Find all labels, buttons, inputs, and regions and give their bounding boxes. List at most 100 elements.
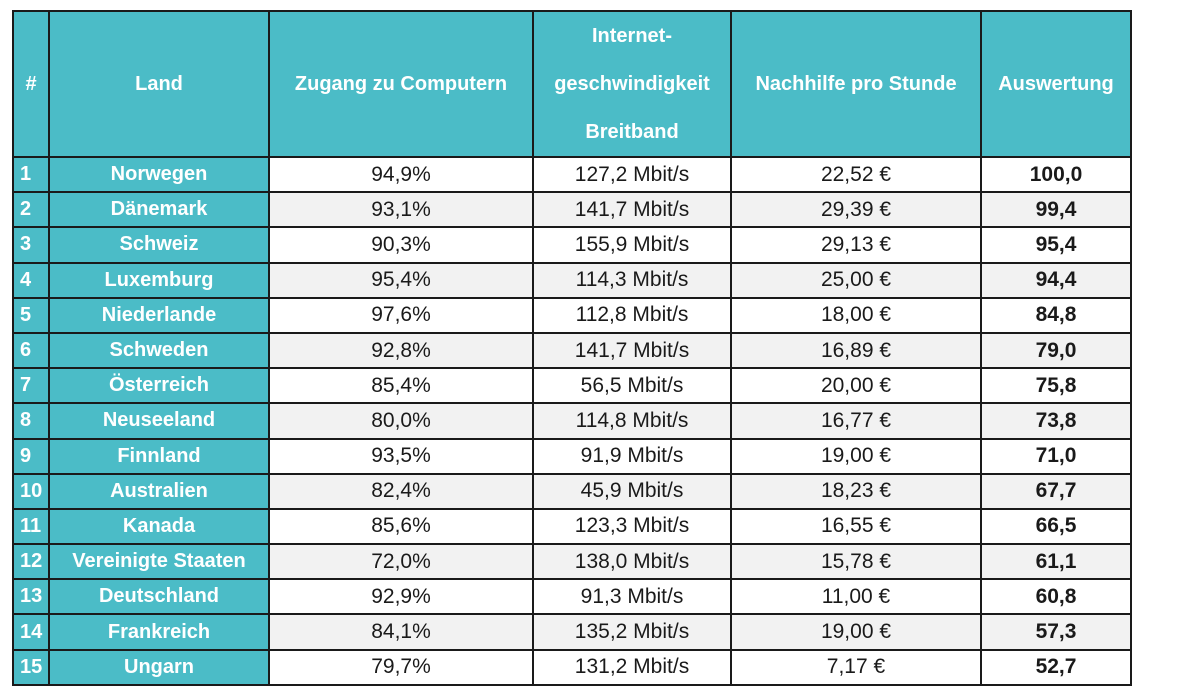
country-cell: Australien [48,472,270,510]
computer-access-cell: 93,1% [268,191,534,229]
rank-cell: 6 [12,331,50,370]
table-row: 13 Deutschland 92,9% 91,3 Mbit/s 11,00 €60,8 [12,578,1132,616]
ranking-table-container: # Land Zugang zu Computern Internet- ges… [12,10,1132,686]
country-cell: Österreich [48,367,270,405]
table-row: 6 Schweden 92,8% 141,7 Mbit/s 16,89 €79,0 [12,331,1132,370]
computer-access-cell: 85,4% [268,367,534,405]
rank-cell: 12 [12,543,50,581]
table-row: 7 Österreich 85,4% 56,5 Mbit/s 20,00 €75,8 [12,367,1132,405]
score-cell: 95,4 [980,226,1132,264]
tutoring-cost-cell: 25,00 € [730,261,982,299]
score-cell: 84,8 [980,296,1132,334]
tutoring-cost-cell: 29,39 € [730,191,982,229]
tutoring-cost-cell: 16,89 € [730,331,982,370]
score-cell: 75,8 [980,367,1132,405]
table-row: 5 Niederlande 97,6% 112,8 Mbit/s 18,00 €84,8 [12,296,1132,334]
internet-speed-cell: 141,7 Mbit/s [532,191,732,229]
computer-access-cell: 97,6% [268,296,534,334]
internet-speed-cell: 91,9 Mbit/s [532,437,732,475]
table-row: 15 Ungarn 79,7% 131,2 Mbit/s 7,17 €52,7 [12,648,1132,686]
rank-cell: 2 [12,191,50,229]
table-row: 1 Norwegen 94,9% 127,2 Mbit/s 22,52 €100,0 [12,155,1132,194]
internet-speed-cell: 91,3 Mbit/s [532,578,732,616]
internet-speed-cell: 155,9 Mbit/s [532,226,732,264]
table-row: 3 Schweiz 90,3% 155,9 Mbit/s 29,13 €95,4 [12,226,1132,264]
rank-cell: 1 [12,155,50,194]
score-cell: 60,8 [980,578,1132,616]
country-cell: Deutschland [48,578,270,616]
country-cell: Kanada [48,507,270,546]
country-cell: Schweiz [48,226,270,264]
header-internet-line2: geschwindigkeit [554,73,710,95]
tutoring-cost-cell: 11,00 € [730,578,982,616]
tutoring-cost-cell: 22,52 € [730,155,982,194]
country-cell: Schweden [48,331,270,370]
internet-speed-cell: 135,2 Mbit/s [532,613,732,651]
tutoring-cost-cell: 16,77 € [730,402,982,440]
country-cell: Niederlande [48,296,270,334]
computer-access-cell: 95,4% [268,261,534,299]
header-internet-line1: Internet- [592,25,672,47]
score-cell: 100,0 [980,155,1132,194]
tutoring-cost-cell: 29,13 € [730,226,982,264]
tutoring-cost-cell: 7,17 € [730,648,982,686]
rank-cell: 5 [12,296,50,334]
header-internet-speed: Internet- geschwindigkeit Breitband [532,10,732,158]
internet-speed-cell: 114,3 Mbit/s [532,261,732,299]
tutoring-cost-cell: 19,00 € [730,613,982,651]
internet-speed-cell: 127,2 Mbit/s [532,155,732,194]
rank-cell: 10 [12,472,50,510]
score-cell: 52,7 [980,648,1132,686]
computer-access-cell: 72,0% [268,543,534,581]
country-cell: Norwegen [48,155,270,194]
computer-access-cell: 84,1% [268,613,534,651]
internet-speed-cell: 123,3 Mbit/s [532,507,732,546]
table-row: 10 Australien 82,4% 45,9 Mbit/s 18,23 €67,7 [12,472,1132,510]
internet-speed-cell: 45,9 Mbit/s [532,472,732,510]
computer-access-cell: 92,9% [268,578,534,616]
tutoring-cost-cell: 18,23 € [730,472,982,510]
score-cell: 61,1 [980,543,1132,581]
country-cell: Neuseeland [48,402,270,440]
internet-speed-cell: 131,2 Mbit/s [532,648,732,686]
country-cell: Ungarn [48,648,270,686]
rank-cell: 11 [12,507,50,546]
computer-access-cell: 85,6% [268,507,534,546]
score-cell: 66,5 [980,507,1132,546]
header-country: Land [48,10,270,158]
tutoring-cost-cell: 19,00 € [730,437,982,475]
header-rank: # [12,10,50,158]
computer-access-cell: 79,7% [268,648,534,686]
rank-cell: 14 [12,613,50,651]
header-internet-line3: Breitband [585,121,679,143]
score-cell: 94,4 [980,261,1132,299]
tutoring-cost-cell: 18,00 € [730,296,982,334]
computer-access-cell: 90,3% [268,226,534,264]
header-computer-access: Zugang zu Computern [268,10,534,158]
score-cell: 57,3 [980,613,1132,651]
rank-cell: 7 [12,367,50,405]
score-cell: 79,0 [980,331,1132,370]
computer-access-cell: 82,4% [268,472,534,510]
rank-cell: 13 [12,578,50,616]
computer-access-cell: 80,0% [268,402,534,440]
computer-access-cell: 94,9% [268,155,534,194]
tutoring-cost-cell: 16,55 € [730,507,982,546]
table-row: 12 Vereinigte Staaten 72,0% 138,0 Mbit/s 15,… [12,543,1132,581]
internet-speed-cell: 114,8 Mbit/s [532,402,732,440]
table-body: 1 Norwegen 94,9% 127,2 Mbit/s 22,52 €100,0 2 D… [12,155,1132,686]
internet-speed-cell: 141,7 Mbit/s [532,331,732,370]
country-cell: Frankreich [48,613,270,651]
country-ranking-table: # Land Zugang zu Computern Internet- ges… [12,10,1132,686]
rank-cell: 3 [12,226,50,264]
table-row: 8 Neuseeland 80,0% 114,8 Mbit/s 16,77 €73,8 [12,402,1132,440]
tutoring-cost-cell: 15,78 € [730,543,982,581]
computer-access-cell: 92,8% [268,331,534,370]
score-cell: 67,7 [980,472,1132,510]
country-cell: Finnland [48,437,270,475]
rank-cell: 15 [12,648,50,686]
header-tutoring: Nachhilfe pro Stunde [730,10,982,158]
score-cell: 99,4 [980,191,1132,229]
table-row: 2 Dänemark 93,1% 141,7 Mbit/s 29,39 €99,4 [12,191,1132,229]
table-row: 11 Kanada 85,6% 123,3 Mbit/s 16,55 €66,5 [12,507,1132,546]
